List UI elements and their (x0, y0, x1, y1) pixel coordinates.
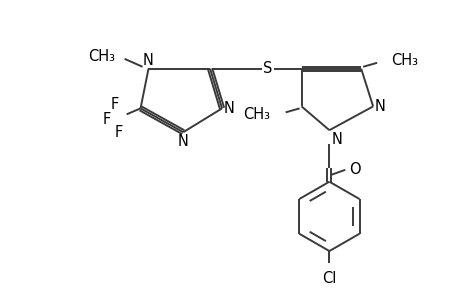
Text: CH₃: CH₃ (88, 50, 114, 64)
Text: N: N (178, 134, 188, 149)
Text: N: N (143, 53, 154, 68)
Text: O: O (348, 162, 360, 177)
Text: F: F (114, 125, 123, 140)
Text: N: N (374, 99, 385, 114)
Text: F: F (102, 112, 111, 127)
Text: N: N (330, 132, 341, 147)
Text: S: S (263, 61, 272, 76)
Text: F: F (110, 97, 118, 112)
Text: Cl: Cl (321, 271, 336, 286)
Text: CH₃: CH₃ (242, 107, 269, 122)
Text: N: N (224, 101, 235, 116)
Text: CH₃: CH₃ (390, 53, 417, 68)
